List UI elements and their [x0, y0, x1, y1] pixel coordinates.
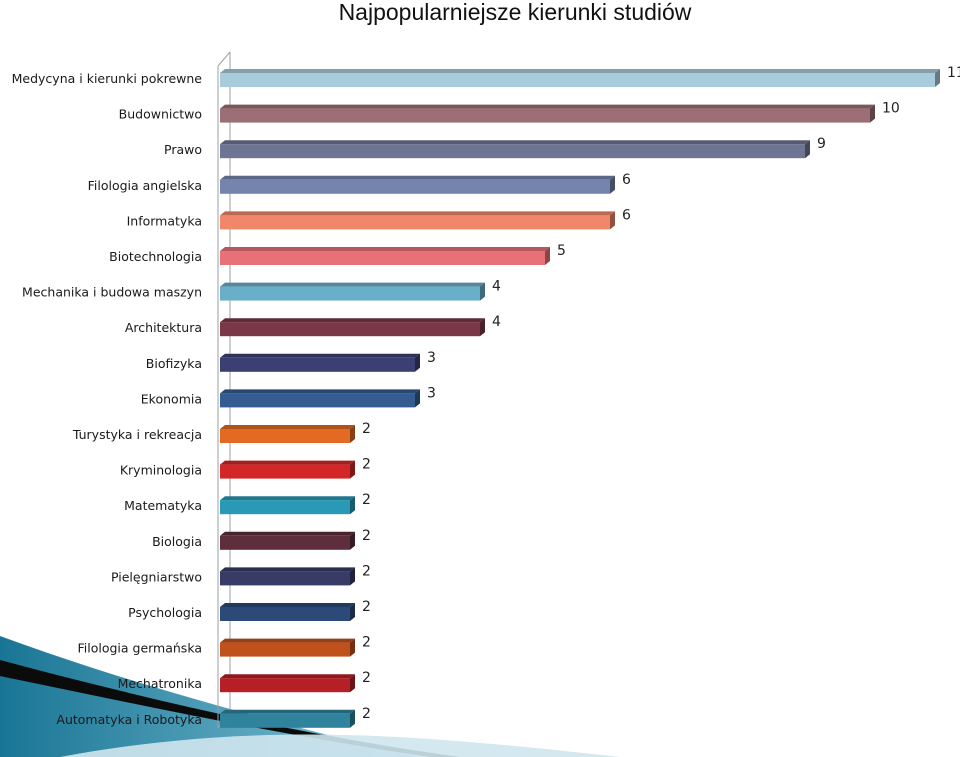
value-label: 2 — [362, 706, 371, 722]
category-label: Psychologia — [128, 605, 202, 620]
bar — [220, 211, 615, 230]
chart-title: Najpopularniejsze kierunki studiów — [339, 0, 692, 25]
value-label: 9 — [817, 136, 826, 152]
category-label: Informatyka — [127, 213, 202, 228]
category-label: Biofizyka — [146, 356, 202, 371]
value-label: 10 — [882, 101, 900, 117]
value-label: 2 — [362, 528, 371, 544]
value-label: 2 — [362, 421, 371, 437]
value-label: 11 — [947, 65, 960, 81]
bar — [220, 140, 810, 159]
category-label: Budownictwo — [119, 107, 202, 122]
bar — [220, 709, 355, 728]
value-label: 2 — [362, 670, 371, 686]
value-label: 2 — [362, 599, 371, 615]
bar-group: Medycyna i kierunki pokrewne 11 Budownictw… — [12, 65, 960, 728]
value-label: 2 — [362, 635, 371, 651]
bar — [220, 674, 355, 693]
value-label: 4 — [492, 279, 501, 295]
category-label: Kryminologia — [120, 463, 202, 478]
value-label: 2 — [362, 492, 371, 508]
value-label: 5 — [557, 243, 566, 259]
bar — [220, 603, 355, 621]
category-label: Ekonomia — [141, 391, 202, 406]
category-label: Mechatronika — [118, 676, 202, 691]
bar — [220, 389, 420, 408]
decorative-swoosh — [0, 636, 620, 757]
category-label: Mechanika i budowa maszyn — [22, 285, 202, 300]
bar — [220, 638, 355, 657]
bar — [220, 353, 420, 372]
bar — [220, 425, 355, 443]
value-label: 2 — [362, 563, 371, 579]
bar — [220, 496, 355, 515]
bar — [220, 531, 355, 550]
category-label: Biotechnologia — [109, 249, 202, 264]
category-label: Architektura — [125, 320, 202, 335]
value-label: 6 — [622, 172, 631, 188]
value-label: 3 — [427, 385, 436, 401]
category-label: Filologia germańska — [77, 641, 202, 656]
category-label: Biologia — [152, 534, 202, 549]
category-label: Pielęgniarstwo — [111, 569, 202, 584]
category-label: Filologia angielska — [88, 178, 202, 193]
category-label: Matematyka — [124, 498, 202, 513]
bar — [220, 104, 875, 123]
value-label: 2 — [362, 457, 371, 473]
bar — [220, 175, 615, 194]
bar — [220, 318, 485, 337]
value-label: 4 — [492, 314, 501, 330]
category-label: Turystyka i rekreacja — [72, 427, 202, 442]
bar — [220, 282, 485, 301]
category-label: Prawo — [164, 142, 202, 157]
bar — [220, 460, 355, 479]
value-label: 6 — [622, 207, 631, 223]
category-label: Medycyna i kierunki pokrewne — [12, 71, 203, 86]
category-label: Automatyka i Robotyka — [56, 712, 202, 727]
bar — [220, 567, 355, 586]
bar — [220, 247, 550, 265]
bar — [220, 69, 940, 87]
value-label: 3 — [427, 350, 436, 366]
